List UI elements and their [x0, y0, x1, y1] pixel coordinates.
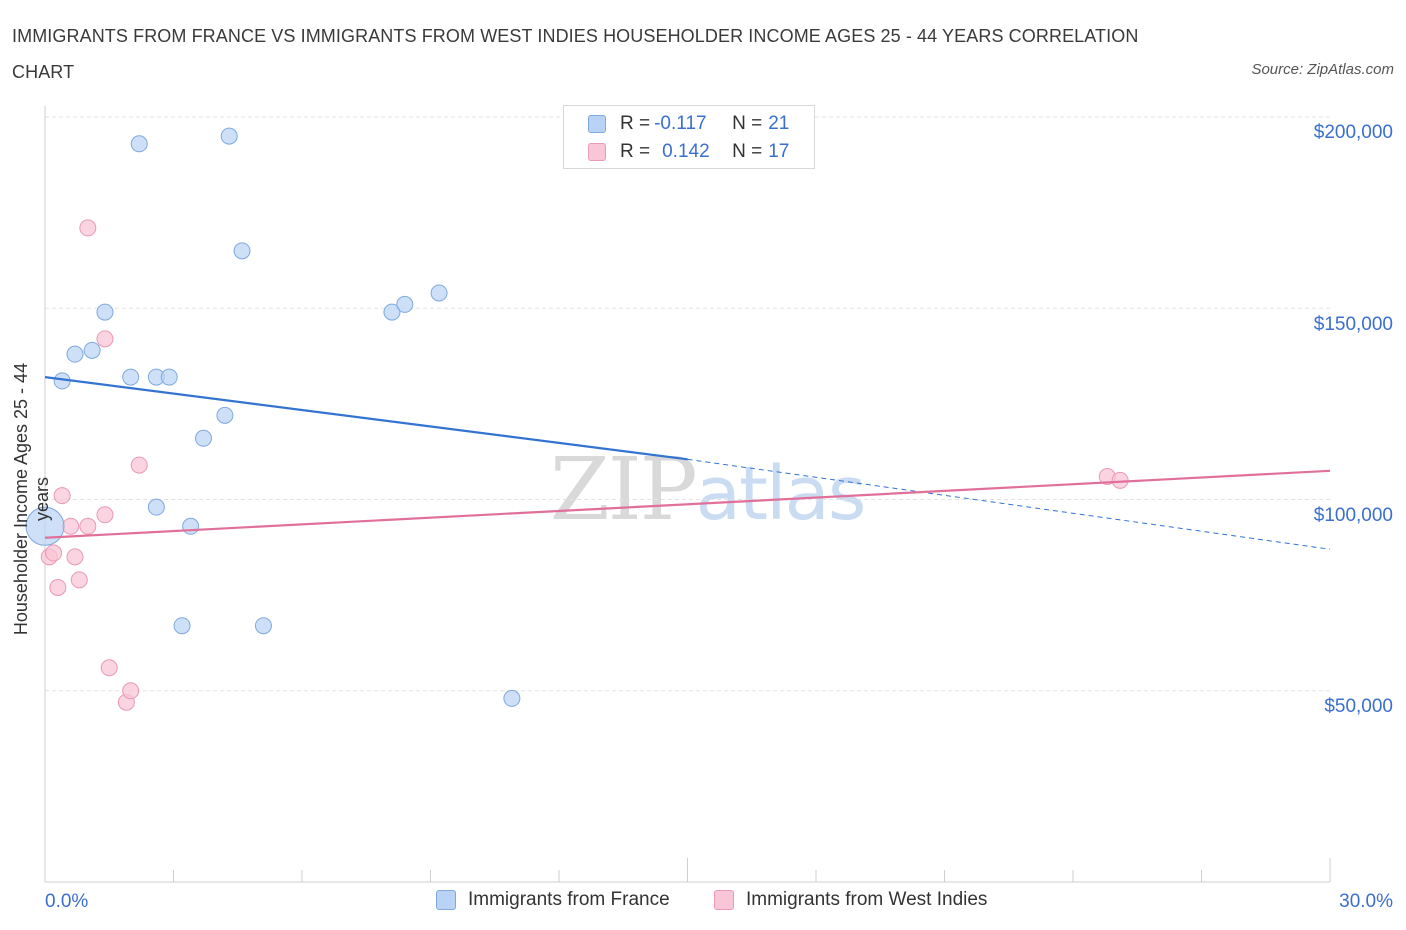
- france-point: [503, 689, 521, 707]
- france-point: [25, 506, 65, 546]
- bottom-legend-swatch-france: [436, 890, 456, 910]
- watermark: ZIPatlas: [550, 440, 867, 540]
- westindies-point: [96, 506, 114, 524]
- france-point: [173, 617, 191, 635]
- legend-n-label-westindies: N =: [732, 141, 763, 162]
- westindies-point: [49, 578, 67, 596]
- y-tick-label: $200,000: [1313, 122, 1393, 143]
- source-label: Source: ZipAtlas.com: [1251, 61, 1394, 78]
- chart-title: IMMIGRANTS FROM FRANCE VS IMMIGRANTS FRO…: [12, 26, 1139, 82]
- france-point: [233, 242, 251, 260]
- westindies-point: [53, 487, 71, 505]
- france-trend-line: [44, 376, 688, 461]
- france-point: [194, 429, 212, 447]
- france-point: [383, 303, 401, 321]
- france-point: [396, 295, 414, 313]
- westindies-point: [70, 571, 88, 589]
- y-tick-label: $50,000: [1324, 696, 1393, 717]
- france-point: [83, 341, 101, 359]
- legend-row-france: R = -0.117 N = 21: [588, 111, 789, 137]
- westindies-trend-line: [44, 469, 1331, 539]
- westindies-point: [79, 219, 97, 237]
- y-tick-label: $100,000: [1313, 505, 1393, 526]
- y-axis-label: Householder Income Ages 25 - 44 years: [11, 362, 52, 636]
- france-trend-extension: [687, 458, 1331, 550]
- legend-swatch-westindies: [588, 143, 606, 161]
- france-point: [96, 303, 114, 321]
- france-point: [66, 345, 84, 363]
- legend-n-value-westindies: 17: [768, 141, 790, 162]
- france-point: [254, 617, 272, 635]
- france-point: [216, 406, 234, 424]
- legend-r-value-france: -0.117: [654, 113, 707, 134]
- bottom-legend-label-france: Immigrants from France: [468, 889, 670, 910]
- x-tick-label: 0.0%: [45, 891, 89, 912]
- bottom-legend-westindies: Immigrants from West Indies: [714, 889, 987, 911]
- westindies-point: [66, 548, 84, 566]
- stats-legend: R = -0.117 N = 21 R = 0.142 N = 17: [563, 105, 815, 169]
- bottom-legend-france: Immigrants from France: [436, 889, 670, 911]
- france-point: [122, 368, 140, 386]
- legend-n-value-france: 21: [768, 113, 790, 134]
- legend-r-value-westindies: 0.142: [662, 141, 710, 162]
- westindies-point: [130, 456, 148, 474]
- watermark-atlas: atlas: [695, 451, 867, 537]
- legend-swatch-france: [588, 115, 606, 133]
- westindies-point: [62, 517, 80, 535]
- france-point: [220, 127, 238, 145]
- france-point: [160, 368, 178, 386]
- legend-row-westindies: R = 0.142 N = 17: [588, 139, 789, 165]
- y-tick-label: $150,000: [1313, 314, 1393, 335]
- westindies-point: [100, 659, 118, 677]
- bottom-legend-swatch-westindies: [714, 890, 734, 910]
- legend-n-label-france: N =: [732, 113, 763, 134]
- westindies-point: [45, 544, 63, 562]
- france-point: [130, 135, 148, 153]
- westindies-point: [79, 517, 97, 535]
- france-point: [147, 498, 165, 516]
- westindies-point: [96, 330, 114, 348]
- bottom-legend-label-westindies: Immigrants from West Indies: [746, 889, 988, 910]
- x-tick-label: 30.0%: [1339, 891, 1393, 912]
- france-point: [182, 517, 200, 535]
- france-point: [430, 284, 448, 302]
- westindies-point: [122, 682, 140, 700]
- legend-r-label-westindies: R =: [620, 141, 651, 162]
- legend-r-label-france: R =: [620, 113, 651, 134]
